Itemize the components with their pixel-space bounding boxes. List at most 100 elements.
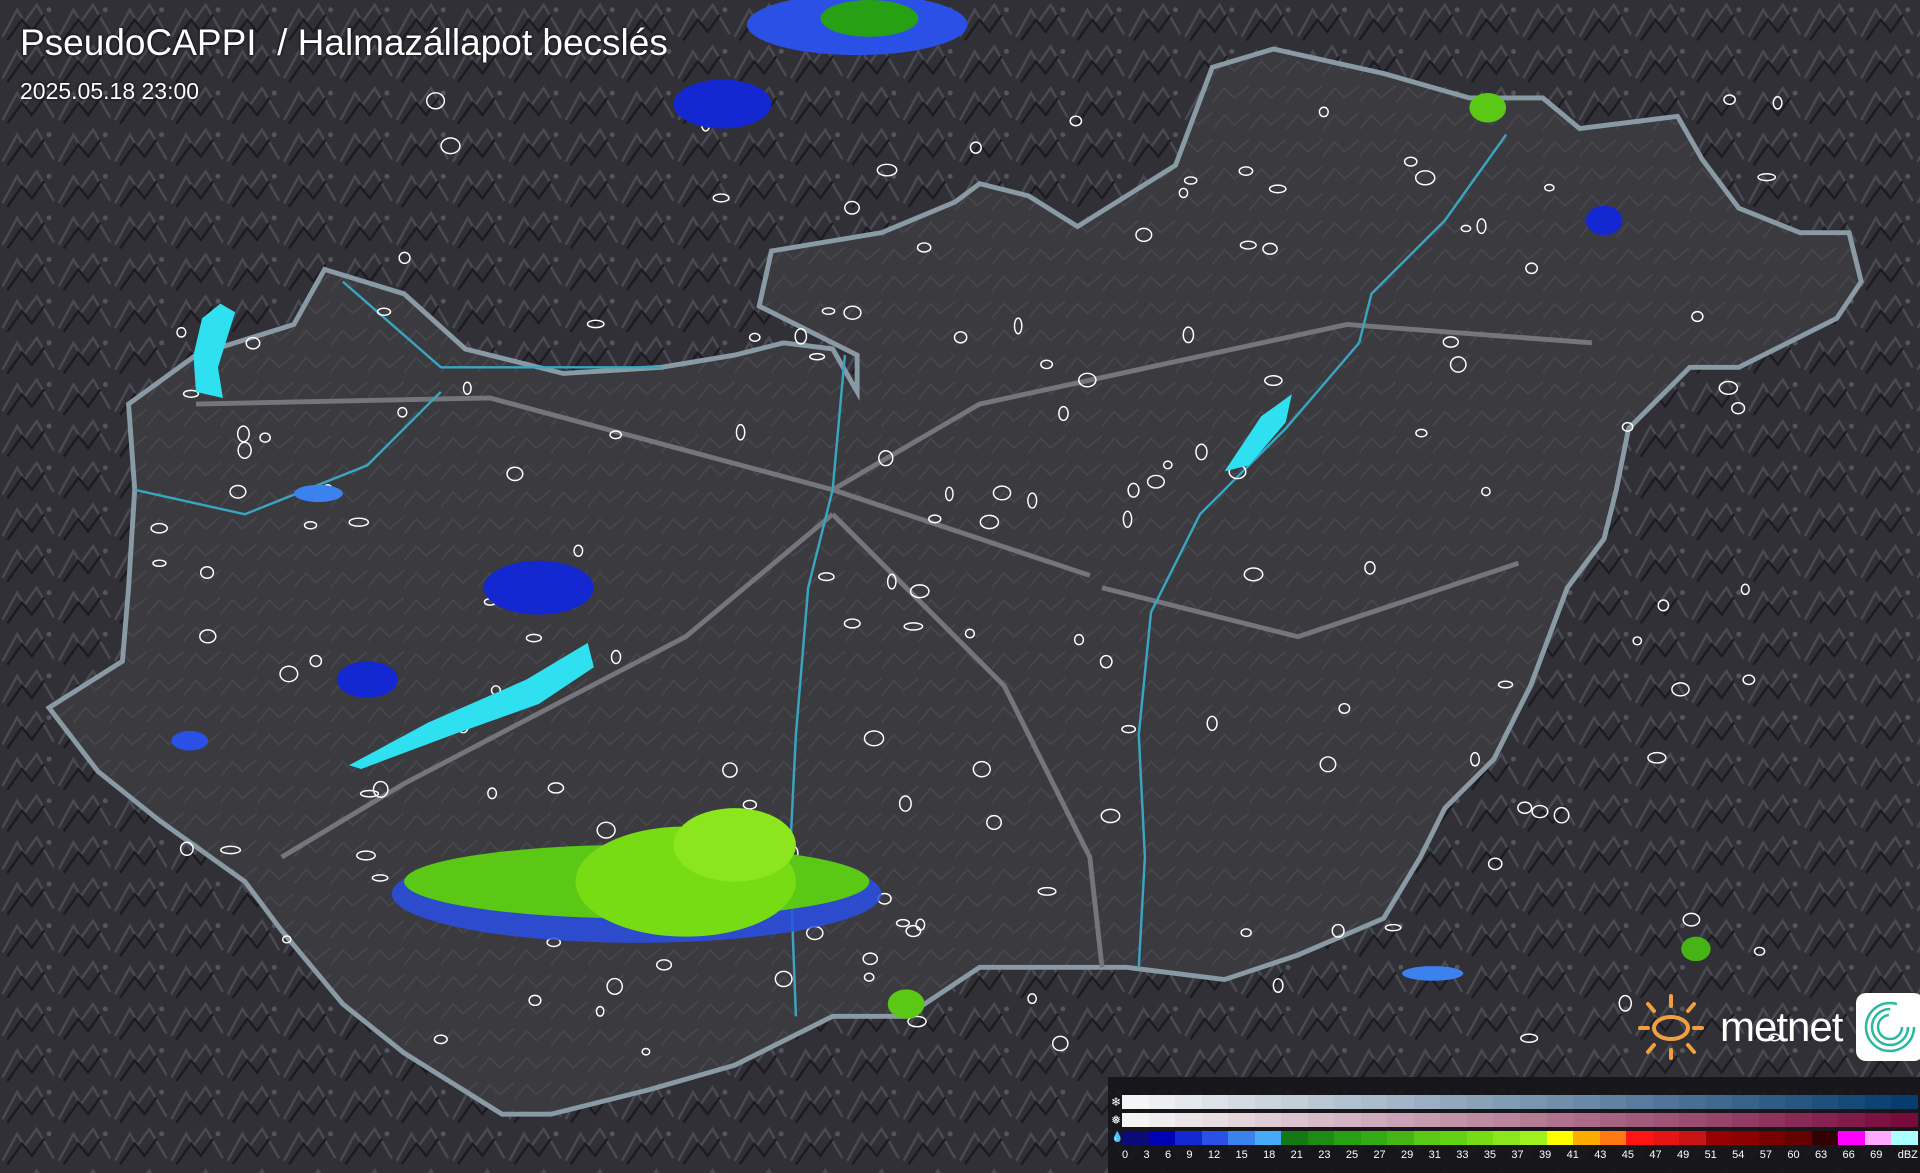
settlement-outline [1319, 756, 1337, 773]
settlement-outline [821, 307, 836, 316]
legend-label: 27 [1373, 1149, 1386, 1161]
settlement-outline [586, 319, 605, 329]
legend-label: 23 [1318, 1149, 1331, 1161]
echo [483, 560, 594, 615]
settlement-outline [1497, 680, 1514, 689]
legend-cell [1281, 1131, 1308, 1145]
settlement-outline [1469, 751, 1481, 767]
echo [336, 661, 398, 698]
settlement-outline [1632, 636, 1643, 646]
settlement-outline [1027, 993, 1038, 1005]
settlement-outline [303, 520, 318, 530]
settlement-outline [1268, 184, 1287, 194]
settlement-outline [573, 544, 584, 557]
settlement-outline [1027, 492, 1038, 509]
settlement-outline [433, 1034, 448, 1045]
settlement-outline [905, 924, 922, 938]
settlement-outline [1178, 187, 1189, 199]
settlement-outline [1127, 482, 1140, 498]
legend-cell [1201, 1131, 1229, 1145]
settlement-outline [886, 573, 897, 590]
legend-label: 41 [1566, 1149, 1579, 1161]
lake-balaton [348, 642, 594, 769]
settlement-outline [863, 972, 875, 982]
settlement-outline [1013, 317, 1023, 335]
settlement-outline [1100, 808, 1121, 824]
settlement-outline [1073, 633, 1085, 646]
legend-cell [1546, 1113, 1574, 1127]
legend-label: 43 [1594, 1149, 1607, 1161]
settlement-outline [898, 795, 912, 812]
settlement-outline [1517, 801, 1533, 815]
legend-cell [1599, 1131, 1627, 1145]
settlement-outline [1051, 1035, 1069, 1052]
legend-cell [1307, 1131, 1335, 1145]
legend-rain-scale [1122, 1131, 1918, 1145]
settlement-outline [774, 970, 793, 988]
legend-cell [1573, 1095, 1600, 1109]
settlement-outline [1069, 115, 1083, 127]
sun-icon [1638, 994, 1704, 1060]
settlement-outline [397, 406, 408, 418]
settlement-outline [1122, 510, 1133, 528]
legend-cell [1519, 1095, 1547, 1109]
settlement-outline [1162, 460, 1173, 470]
legend-cell [1175, 1131, 1202, 1145]
settlement-outline [525, 633, 543, 643]
legend-label: 69 [1870, 1149, 1883, 1161]
legend-cell [1785, 1113, 1812, 1127]
settlement-outline [426, 92, 446, 110]
legend-label: 51 [1704, 1149, 1717, 1161]
legend-cell [1493, 1113, 1520, 1127]
settlement-outline [1239, 240, 1257, 250]
legend-cell [1148, 1113, 1176, 1127]
settlement-outline [1718, 380, 1739, 395]
settlement-outline [1525, 262, 1539, 275]
legend-cell [1732, 1113, 1759, 1127]
metnet-logo: metnet [1636, 992, 1920, 1062]
settlement-outline [1384, 923, 1402, 932]
settlement-outline [895, 918, 911, 928]
legend-label: 66 [1842, 1149, 1855, 1161]
settlement-outline [916, 242, 932, 253]
settlement-outline [610, 649, 622, 665]
legend-cell [1626, 1095, 1653, 1109]
settlement-outline [440, 137, 461, 155]
legend-cell [1387, 1113, 1414, 1127]
settlement-outline [506, 466, 524, 482]
roads [195, 322, 1593, 968]
settlement-outline [964, 628, 976, 639]
settlement-outline [1476, 218, 1487, 235]
legend-cell [1838, 1095, 1865, 1109]
legend-cell [1228, 1095, 1255, 1109]
echo [293, 484, 343, 503]
settlement-outline [1243, 567, 1264, 582]
legend-cell [1679, 1113, 1706, 1127]
legend-label: 37 [1511, 1149, 1524, 1161]
legend-cell [1811, 1131, 1839, 1145]
legend-cell [1122, 1113, 1149, 1127]
settlement-outline [655, 959, 673, 971]
settlement-outline [356, 850, 376, 861]
legend-cell [1334, 1131, 1361, 1145]
settlement-outline [641, 1047, 651, 1056]
settlement-outline [1146, 474, 1165, 489]
settlement-outline [1757, 173, 1777, 182]
settlement-outline [1240, 928, 1252, 938]
settlement-outline [609, 430, 623, 440]
settlement-outline [359, 789, 380, 798]
legend-cell [1546, 1131, 1574, 1145]
legend-cell [1148, 1131, 1176, 1145]
settlement-outline [1731, 401, 1746, 415]
legend-label: 39 [1539, 1149, 1552, 1161]
echo [887, 989, 925, 1019]
legend-mixed-scale [1122, 1113, 1918, 1127]
map-title: PseudoCAPPI / Halmazállapot becslés [20, 22, 668, 63]
settlement-outline [371, 874, 389, 882]
legend-cell [1360, 1113, 1388, 1127]
legend-label: 54 [1732, 1149, 1745, 1161]
legend-cell [1864, 1095, 1892, 1109]
settlement-outline [1657, 599, 1670, 612]
settlement-outline [1182, 326, 1195, 344]
